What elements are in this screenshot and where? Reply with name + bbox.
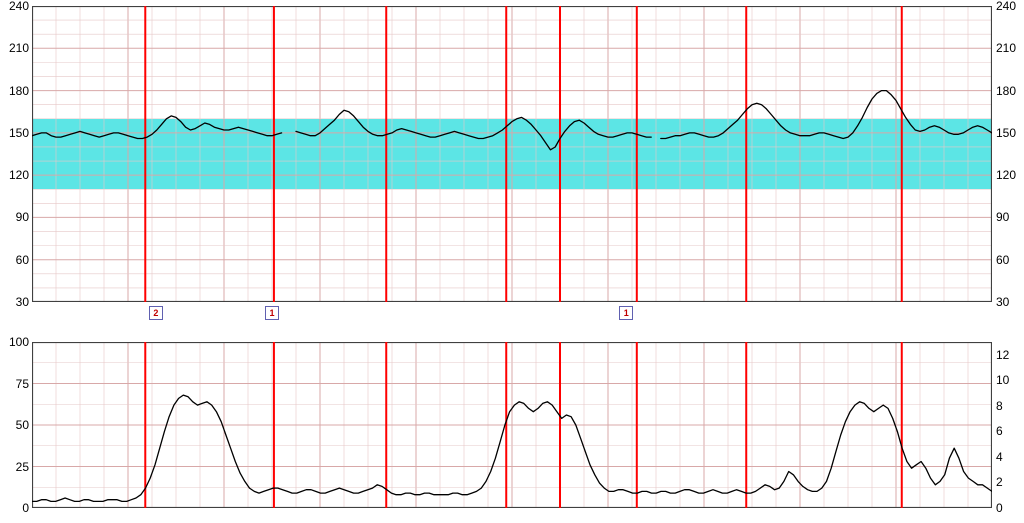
toco-ytick-right: 12	[996, 348, 1009, 362]
fhr-chart	[32, 6, 992, 302]
fhr-ytick-right: 30	[996, 295, 1009, 309]
toco-ytick-right: 2	[996, 475, 1003, 489]
toco-ytick-left: 75	[16, 377, 29, 391]
fhr-ytick-left: 30	[16, 295, 29, 309]
toco-ytick-left: 50	[16, 418, 29, 432]
fhr-ytick-left: 60	[16, 253, 29, 267]
fhr-ytick-left: 180	[9, 84, 29, 98]
fhr-ytick-left: 90	[16, 210, 29, 224]
fhr-ytick-right: 90	[996, 210, 1009, 224]
fhr-ytick-right: 210	[996, 41, 1016, 55]
toco-ytick-left: 100	[9, 335, 29, 349]
toco-ytick-right: 0	[996, 501, 1003, 515]
toco-ytick-right: 10	[996, 373, 1009, 387]
toco-ytick-left: 0	[22, 501, 29, 515]
toco-ytick-left: 25	[16, 460, 29, 474]
fhr-ytick-right: 240	[996, 0, 1016, 13]
fhr-ytick-right: 180	[996, 84, 1016, 98]
toco-ytick-right: 4	[996, 450, 1003, 464]
toco-ytick-right: 6	[996, 424, 1003, 438]
fhr-ytick-right: 150	[996, 126, 1016, 140]
fhr-ytick-left: 120	[9, 168, 29, 182]
fhr-ytick-left: 150	[9, 126, 29, 140]
toco-chart	[32, 342, 992, 508]
fhr-ytick-left: 240	[9, 0, 29, 13]
fhr-ytick-left: 210	[9, 41, 29, 55]
toco-ytick-right: 8	[996, 399, 1003, 413]
fhr-panel	[32, 6, 992, 302]
event-marker[interactable]: 1	[619, 306, 633, 320]
event-marker[interactable]: 2	[149, 306, 163, 320]
fhr-ytick-right: 120	[996, 168, 1016, 182]
toco-panel	[32, 342, 992, 508]
event-marker[interactable]: 1	[265, 306, 279, 320]
ctg-tracing-page: { "canvas": { "width": 1024, "height": 5…	[0, 0, 1024, 523]
fhr-ytick-right: 60	[996, 253, 1009, 267]
